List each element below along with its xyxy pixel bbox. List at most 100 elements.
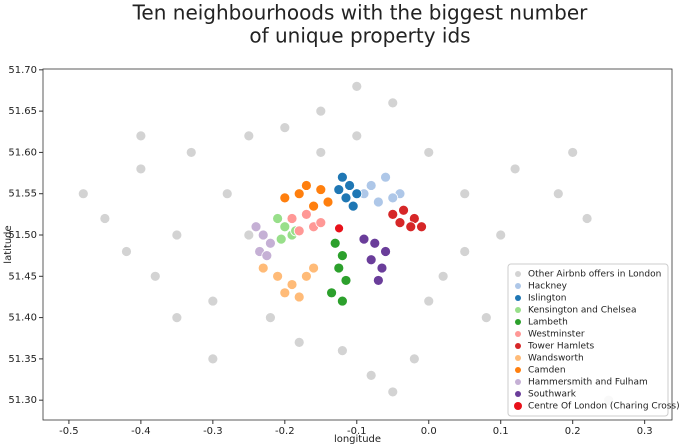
point	[315, 147, 327, 158]
point	[171, 312, 183, 323]
point	[301, 208, 312, 220]
legend-marker	[515, 367, 521, 373]
legend-label: Kensington and Chelsea	[528, 306, 636, 316]
point	[315, 184, 327, 195]
y-tick-label: 51.60	[8, 147, 37, 158]
point	[265, 312, 276, 323]
chart-title: Ten neighbourhoods with the biggest numb…	[132, 1, 589, 25]
legend-label: Wandsworth	[528, 354, 584, 364]
x-tick-label: -0.2	[275, 426, 295, 437]
point	[221, 188, 233, 200]
point	[552, 188, 564, 200]
point	[333, 262, 345, 274]
legend-box	[507, 263, 669, 417]
point	[336, 295, 348, 307]
point	[250, 221, 262, 233]
point	[293, 291, 305, 303]
point	[301, 270, 312, 282]
point	[387, 208, 399, 220]
point	[365, 180, 377, 191]
x-tick-label: -0.3	[203, 426, 223, 437]
point	[376, 262, 388, 274]
point	[380, 171, 391, 183]
x-tick-label: 0.1	[493, 426, 509, 437]
point	[286, 213, 298, 224]
point	[336, 250, 348, 262]
point	[322, 196, 334, 208]
y-tick-label: 51.35	[8, 354, 37, 365]
legend-marker	[515, 343, 521, 349]
point	[265, 237, 276, 249]
legend-marker	[515, 307, 521, 313]
y-tick-label: 51.55	[8, 189, 37, 200]
legend-marker	[514, 402, 522, 410]
point	[408, 353, 420, 365]
point	[279, 221, 291, 233]
point	[394, 217, 406, 229]
point	[293, 225, 305, 237]
point	[334, 223, 344, 234]
point	[279, 122, 291, 134]
point	[293, 336, 305, 348]
point	[286, 279, 298, 290]
point	[372, 196, 384, 208]
point	[243, 229, 255, 241]
point	[480, 312, 492, 323]
point	[351, 130, 363, 142]
legend-label: Hammersmith and Fulham	[528, 378, 648, 388]
point	[207, 353, 219, 365]
y-tick-label: 51.50	[8, 230, 37, 241]
point	[149, 270, 161, 282]
point	[279, 192, 291, 204]
point	[437, 270, 449, 282]
point	[185, 147, 197, 158]
point	[171, 229, 183, 241]
point	[369, 237, 381, 249]
x-tick-label: -0.1	[347, 426, 367, 437]
point	[308, 200, 319, 212]
point	[336, 171, 348, 183]
point	[135, 163, 147, 175]
point	[135, 130, 147, 142]
point	[495, 229, 507, 241]
legend-marker	[515, 331, 521, 337]
point	[99, 213, 111, 224]
point	[261, 250, 273, 262]
x-tick-label: 0.3	[637, 426, 653, 437]
point	[405, 221, 417, 233]
legend-label: Southwark	[528, 390, 577, 400]
legend-label: Lambeth	[528, 318, 568, 328]
y-tick-label: 51.65	[8, 106, 37, 117]
plot-frame	[42, 68, 673, 421]
x-tick-label: 0.0	[421, 426, 437, 437]
y-tick-label: 51.40	[8, 313, 37, 324]
y-tick-label: 51.70	[8, 65, 37, 76]
x-tick-label: -0.5	[59, 426, 79, 437]
point	[365, 254, 377, 266]
point	[293, 188, 305, 200]
point	[423, 295, 435, 307]
point	[459, 188, 471, 200]
point	[351, 188, 363, 200]
point	[581, 213, 593, 224]
point	[351, 80, 363, 92]
point	[416, 221, 427, 233]
point	[509, 163, 521, 175]
y-tick-label: 51.45	[8, 271, 37, 282]
point	[358, 233, 370, 245]
point	[243, 130, 255, 142]
point	[275, 233, 287, 245]
legend-label: Islington	[528, 294, 567, 304]
legend-marker	[515, 271, 521, 277]
point	[347, 200, 359, 212]
point	[459, 246, 471, 257]
x-tick-label: -0.4	[131, 426, 151, 437]
y-tick-label: 51.30	[8, 395, 37, 406]
point	[257, 229, 269, 241]
point	[387, 192, 399, 204]
legend-label: Centre Of London (Charing Cross)	[528, 402, 680, 412]
legend-marker	[515, 355, 521, 361]
point	[387, 386, 399, 398]
point	[77, 188, 89, 200]
